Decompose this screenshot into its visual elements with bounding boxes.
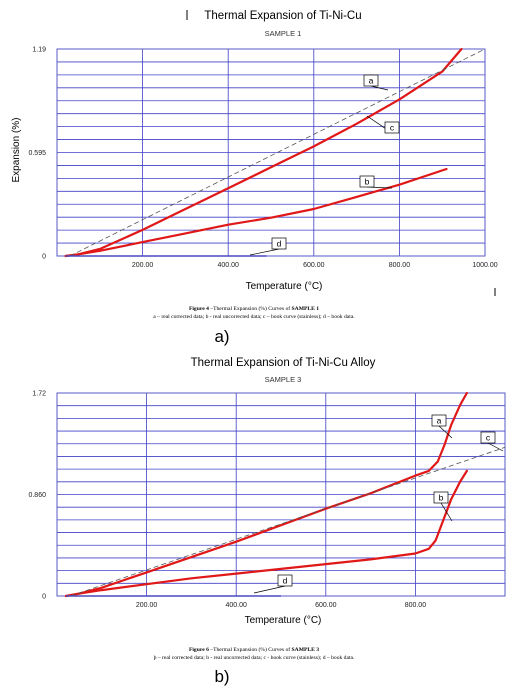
chart-2-annotation-c-label: c	[486, 433, 491, 443]
chart-1-annotation-c-box	[384, 121, 400, 134]
chart-1-annotation-c-label: c	[390, 123, 395, 133]
chart-2-annotation-a-leader	[438, 425, 453, 439]
chart-1-y-axis-label: Expansion (%)	[11, 117, 22, 182]
chart-2-panel-label: b)	[214, 667, 229, 686]
chart-2-caption-figure: Figure 6	[189, 647, 209, 653]
chart-1-annotation-d-leader	[249, 248, 280, 256]
chart-1-caption-line2: a – real corrected data; b - real uncorr…	[153, 313, 355, 320]
chart-1-caption-text: –Thermal Expansion (%) Curves of	[209, 305, 292, 312]
chart-2-y-tick-label: 1.72	[32, 391, 46, 398]
chart-1-y-tick-label: 1.19	[32, 47, 46, 54]
chart-2-series-b-line	[64, 469, 468, 598]
chart-2-annotation-c-box	[480, 431, 496, 444]
chart-2-x-tick-label: 600.00	[315, 602, 337, 609]
chart-2-y-tick-label: 0	[42, 594, 46, 601]
chart-2-annotation-a-label: a	[437, 416, 442, 426]
chart-1-panel-label: a)	[214, 327, 229, 346]
chart-2-title: Thermal Expansion of Ti-Ni-Cu Alloy	[191, 357, 376, 369]
chart-2-annotation-d-leader	[253, 585, 286, 594]
chart-1-plot-border	[56, 48, 486, 257]
chart-1-plot: 200.00 400.00 600.00 800.00 1000.00 0 0.595 1.1…	[28, 47, 497, 270]
chart-2-annotation-d-box	[277, 574, 293, 587]
chart-1-subtitle: SAMPLE 1	[265, 29, 302, 38]
chart-2-x-tick-label: 200.00	[136, 602, 158, 609]
chart-2-caption-text: –Thermal Expansion (%) Curves of	[209, 646, 292, 653]
chart-1-y-tick-label: 0.595	[28, 150, 46, 157]
chart-2-x-tick-label: 800.00	[405, 602, 427, 609]
chart-1-annotation-a-label: a	[369, 76, 374, 86]
chart-2-annotation-d-label: d	[283, 576, 288, 586]
chart-2-series-c-line	[70, 446, 506, 597]
chart-1-title: Thermal Expansion of Ti-Ni-Cu	[204, 10, 361, 22]
chart-1-series-a-line	[64, 47, 463, 258]
chart-2: Thermal Expansion of Ti-Ni-Cu Alloy SAMP…	[28, 357, 506, 686]
chart-2-x-axis-label: Temperature (°C)	[245, 615, 322, 626]
chart-2-caption-line2: þ – real corrected data; b - real uncorr…	[154, 654, 355, 661]
chart-2-caption-sample: SAMPLE 3	[292, 647, 320, 653]
chart-2-annotation-c-leader	[487, 442, 504, 452]
chart-1-x-axis-label: Temperature (°C)	[246, 281, 323, 292]
chart-1-annotation-b-label: b	[365, 177, 370, 187]
chart-1-annotation-a-box	[363, 74, 379, 87]
chart-2-plot: 200.00 400.00 600.00 800.00 0 0.860 1.72 a b c d	[28, 391, 506, 609]
chart-2-annotation-b-leader	[440, 502, 453, 522]
chart-1-annotation-d-box	[271, 237, 287, 250]
chart-1-series-b-line	[64, 167, 448, 258]
chart-1-x-tick-label: 600.00	[303, 262, 325, 269]
chart-1-x-tick-label: 1000.00	[472, 262, 497, 269]
chart-2-annotation-b-label: b	[439, 493, 444, 503]
chart-1-caption-figure: Figure 4	[189, 306, 209, 312]
chart-1: Thermal Expansion of Ti-Ni-Cu SAMPLE 1 E…	[11, 10, 498, 346]
chart-2-annotation-a-box	[431, 414, 447, 427]
chart-1-y-tick-label: 0	[42, 254, 46, 261]
chart-2-x-tick-label: 400.00	[225, 602, 247, 609]
chart-1-x-tick-label: 400.00	[217, 262, 239, 269]
chart-1-annotation-a-leader	[370, 85, 389, 91]
chart-2-annotation-b-box	[433, 491, 449, 504]
chart-1-caption-sample: SAMPLE 1	[292, 306, 320, 312]
chart-1-caption-line1: Figure 4 –Thermal Expansion (%) Curves o…	[189, 305, 319, 312]
chart-1-x-tick-label: 800.00	[389, 262, 411, 269]
chart-1-annotation-b-box	[359, 175, 375, 188]
chart-1-x-tick-label: 200.00	[132, 262, 154, 269]
chart-2-caption-line1: Figure 6 –Thermal Expansion (%) Curves o…	[189, 646, 319, 653]
chart-2-y-tick-label: 0.860	[28, 492, 46, 499]
chart-1-series-c-line	[69, 48, 486, 257]
chart-2-series-a-line	[64, 391, 468, 598]
chart-1-annotation-d-label: d	[277, 239, 282, 249]
chart-2-subtitle: SAMPLE 3	[265, 375, 302, 384]
